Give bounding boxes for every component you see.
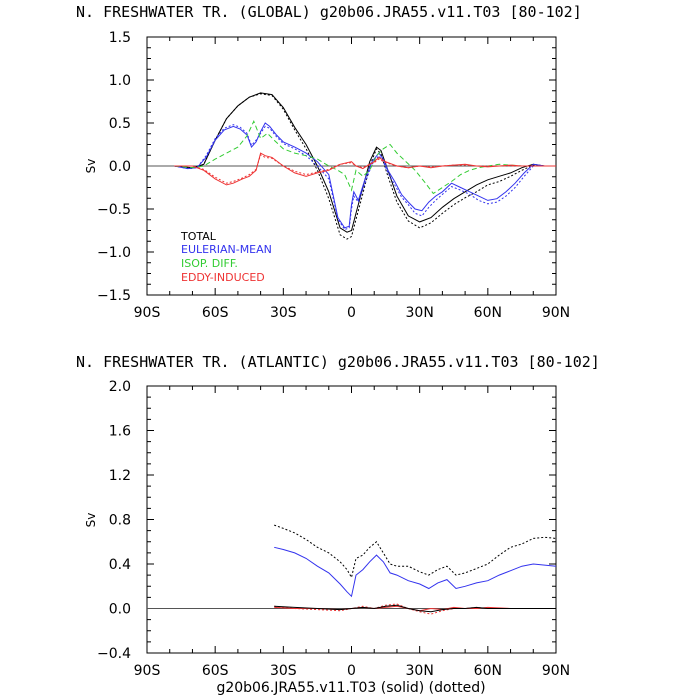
global-series-4-isop-diff-line xyxy=(174,120,556,195)
atlantic-xtick-label: 0 xyxy=(347,663,356,679)
atlantic-series-3-line xyxy=(274,603,556,615)
legend-eddy-induced: EDDY-INDUCED xyxy=(181,271,265,284)
global-y-axis-label: Sv xyxy=(84,159,98,174)
global-ytick-label: 0.0 xyxy=(109,159,131,175)
atlantic-ytick-label: 0.4 xyxy=(109,557,131,573)
global-xtick-label: 30N xyxy=(406,305,434,321)
global-xtick-label: 90S xyxy=(134,305,161,321)
global-xtick-label: 60N xyxy=(474,305,502,321)
atlantic-xtick-label: 60N xyxy=(474,663,502,679)
global-ticks: 90S 60S 30S 0 30N 60N 90N −1.5 −1.0 −0.5 0.0 0.5 1.0… xyxy=(97,30,570,321)
atlantic-x-axis-caption: g20b06.JRA55.v11.T03 (solid) (dotted) xyxy=(216,680,485,696)
atlantic-xtick-label: 90S xyxy=(134,663,161,679)
atlantic-ytick-label: 1.6 xyxy=(109,424,131,440)
global-ytick-label: −1.5 xyxy=(97,288,131,304)
global-legend: TOTAL EULERIAN-MEAN ISOP. DIFF. EDDY-IND… xyxy=(180,230,272,284)
atlantic-xtick-label: 30S xyxy=(270,663,297,679)
global-chart-title: N. FRESHWATER TR. (GLOBAL) g20b06.JRA55.… xyxy=(76,3,582,21)
global-xtick-label: 0 xyxy=(347,305,356,321)
global-series-2-eulerian-mean-line xyxy=(174,122,556,229)
atlantic-ytick-label: −0.4 xyxy=(97,646,131,662)
global-ytick-label: 1.0 xyxy=(109,73,131,89)
legend-eulerian-mean: EULERIAN-MEAN xyxy=(181,243,272,256)
atlantic-ytick-label: 0.0 xyxy=(109,602,131,618)
global-series-6-line xyxy=(174,154,556,184)
atlantic-ticks: 90S 60S 30S 0 30N 60N 90N −0.4 0.0 0.4 0.8 1.2 1.6 2.… xyxy=(97,379,570,679)
atlantic-y-axis-label: Sv xyxy=(84,513,98,528)
global-xtick-label: 30S xyxy=(270,305,297,321)
atlantic-panel: N. FRESHWATER TR. (ATLANTIC) g20b06.JRA5… xyxy=(76,353,600,696)
legend-isop-diff: ISOP. DIFF. xyxy=(181,257,238,270)
global-series xyxy=(174,92,556,240)
atlantic-ytick-label: 1.2 xyxy=(109,468,131,484)
global-ytick-label: −0.5 xyxy=(97,202,131,218)
global-xtick-label: 60S xyxy=(202,305,229,321)
atlantic-series xyxy=(274,524,557,615)
atlantic-xtick-label: 90N xyxy=(542,663,570,679)
global-ytick-label: 1.5 xyxy=(109,30,131,46)
global-series-5-eddy-induced-line xyxy=(174,152,556,186)
legend-total: TOTAL xyxy=(180,230,217,243)
global-series-3-line xyxy=(174,124,556,231)
atlantic-series-4-line xyxy=(274,604,556,613)
atlantic-series-0-line xyxy=(274,546,557,598)
atlantic-ytick-label: 2.0 xyxy=(109,379,131,395)
atlantic-xtick-label: 30N xyxy=(406,663,434,679)
global-series-1-line xyxy=(174,93,556,240)
atlantic-chart-title: N. FRESHWATER TR. (ATLANTIC) g20b06.JRA5… xyxy=(76,353,600,371)
global-xtick-label: 90N xyxy=(542,305,570,321)
atlantic-ytick-label: 0.8 xyxy=(109,513,131,529)
atlantic-xtick-label: 60S xyxy=(202,663,229,679)
atlantic-series-1-line xyxy=(274,524,557,579)
global-ytick-label: 0.5 xyxy=(109,116,131,132)
global-panel: N. FRESHWATER TR. (GLOBAL) g20b06.JRA55.… xyxy=(76,3,582,321)
global-ytick-label: −1.0 xyxy=(97,245,131,261)
